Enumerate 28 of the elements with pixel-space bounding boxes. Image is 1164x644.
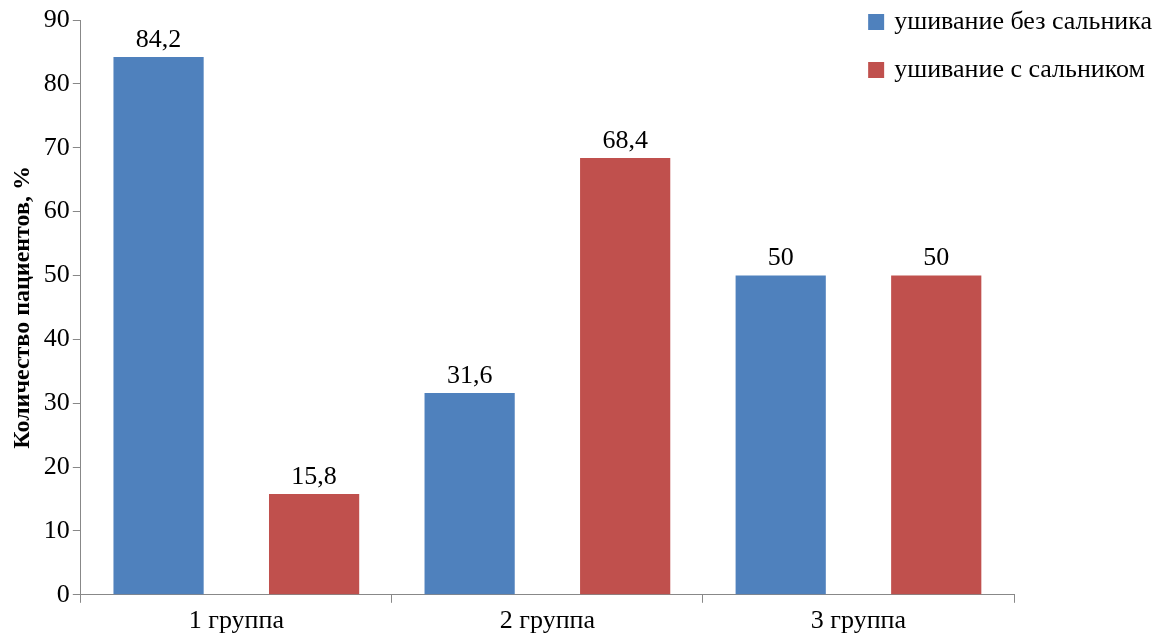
legend-label: ушивание без сальника [894, 5, 1153, 35]
data-label: 31,6 [446, 359, 493, 389]
bar [269, 493, 360, 595]
bar [735, 275, 826, 595]
data-label: 68,4 [602, 124, 648, 154]
data-label: 50 [923, 242, 950, 272]
bar [113, 57, 204, 595]
y-tick-label: 20 [43, 450, 70, 480]
y-tick-label: 60 [43, 195, 70, 225]
y-tick-label: 10 [43, 514, 70, 544]
data-label: 84,2 [135, 23, 182, 53]
y-tick-label: 70 [43, 131, 70, 161]
bar [891, 275, 982, 595]
y-tick-label: 0 [56, 578, 70, 608]
y-axis-title: Количество пациентов, % [7, 166, 34, 449]
y-tick-label: 30 [43, 387, 70, 417]
x-tick-label: 2 группа [499, 605, 596, 635]
y-tick-label: 80 [43, 67, 70, 97]
x-tick-label: 3 группа [810, 605, 907, 635]
y-tick-label: 50 [43, 259, 70, 289]
legend-label: ушивание с сальником [894, 53, 1146, 83]
y-tick-label: 90 [43, 3, 70, 33]
bar [580, 157, 671, 595]
data-label: 50 [767, 242, 794, 272]
x-tick-label: 1 группа [188, 605, 285, 635]
data-label: 15,8 [291, 460, 337, 490]
y-tick-label: 40 [43, 323, 70, 353]
bar [424, 392, 515, 595]
